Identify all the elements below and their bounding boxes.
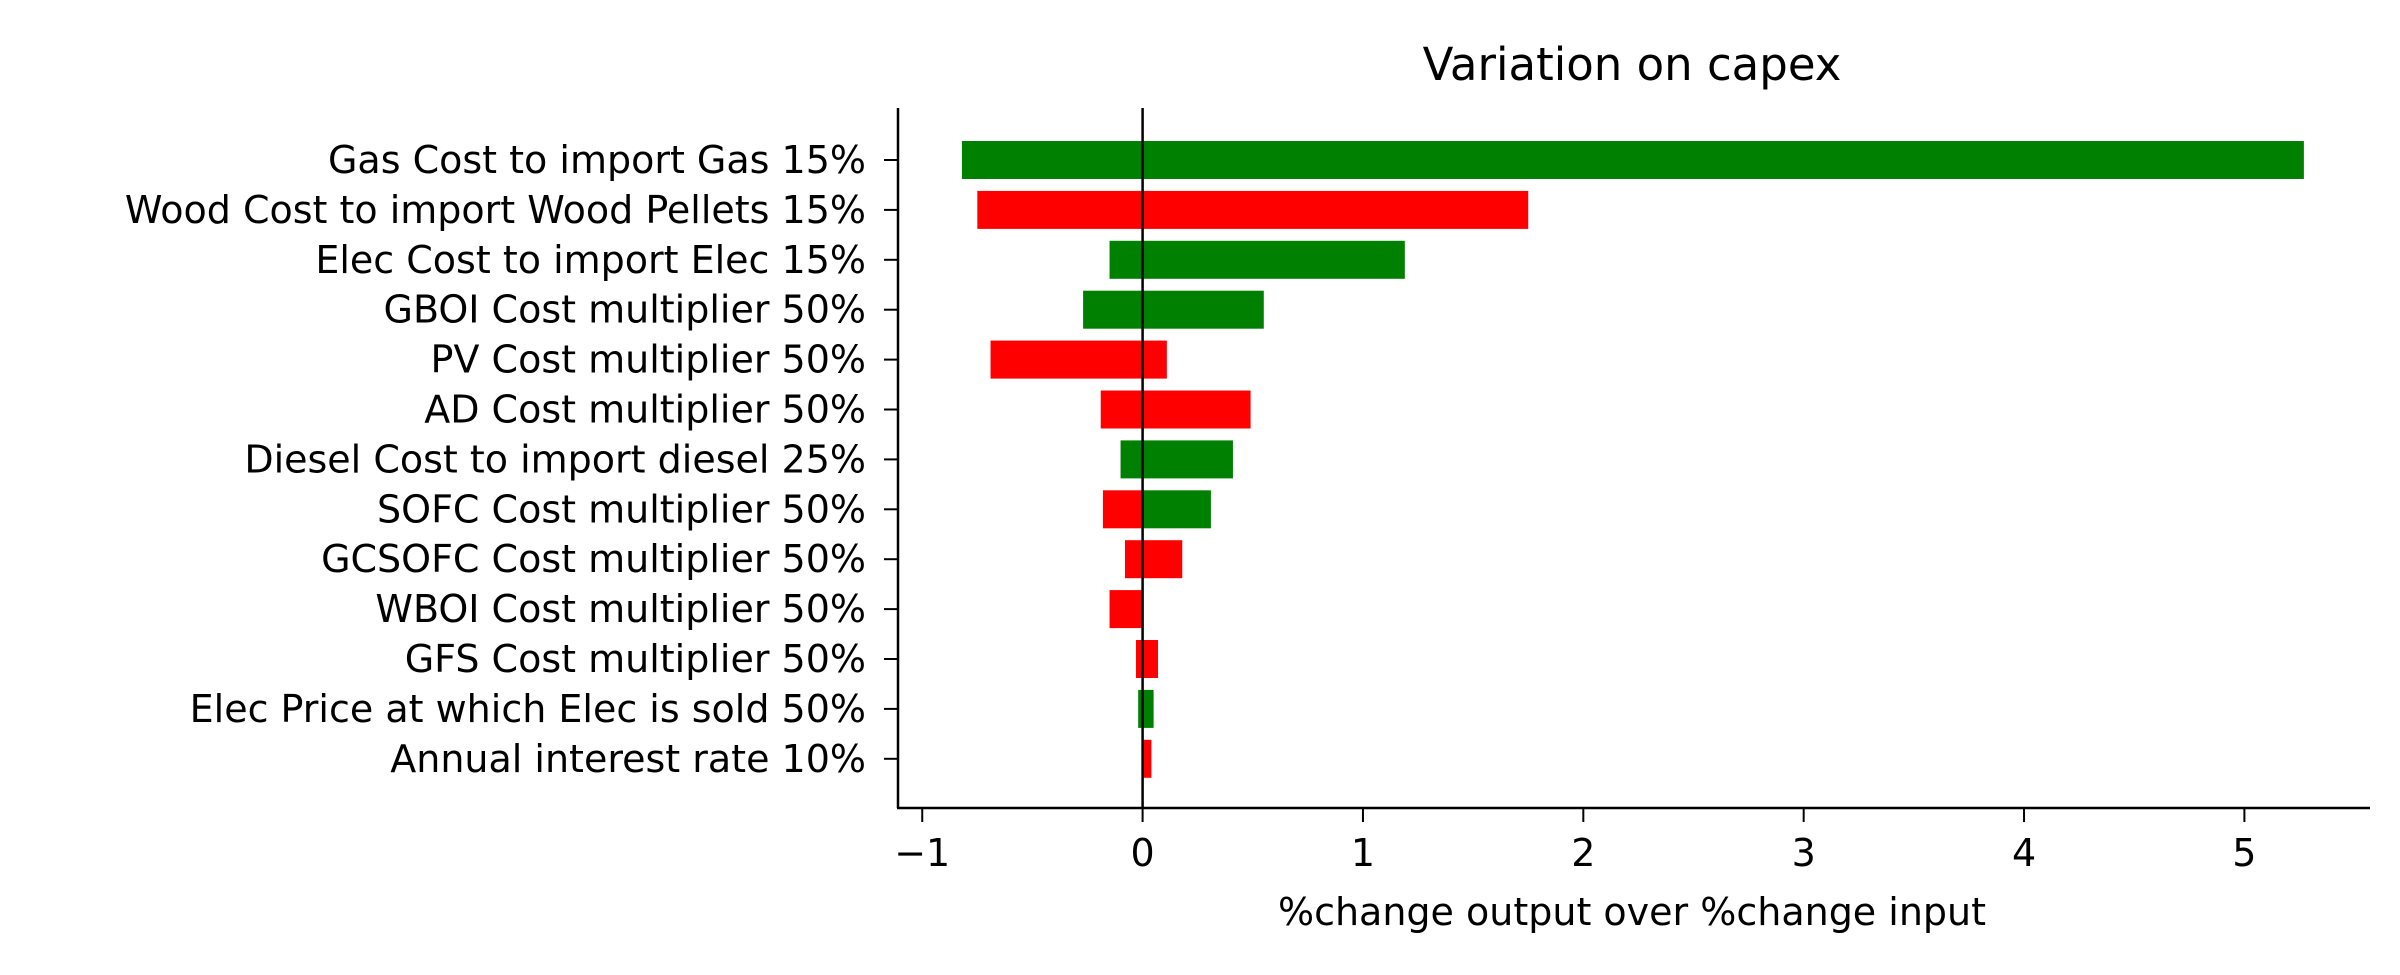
y-tick-label: WBOI Cost multiplier 50%	[375, 587, 866, 631]
y-tick-label: AD Cost multiplier 50%	[424, 388, 866, 432]
y-tick-label: PV Cost multiplier 50%	[431, 338, 866, 382]
x-ticks: −1 0 1 2 3 4 5	[894, 808, 2256, 875]
x-tick-label: 1	[1351, 831, 1375, 875]
bar-1-red	[977, 190, 1529, 229]
bar-8-red	[1124, 540, 1183, 579]
y-tick-label: Wood Cost to import Wood Pellets 15%	[125, 188, 866, 232]
y-tick-label: GBOI Cost multiplier 50%	[384, 288, 867, 332]
bar-7-green	[1142, 490, 1211, 529]
x-tick-label: 0	[1131, 831, 1155, 875]
y-tick-label: GCSOFC Cost multiplier 50%	[321, 537, 866, 581]
y-tick-labels: Gas Cost to import Gas 15% Wood Cost to i…	[125, 138, 898, 781]
y-tick-label: Diesel Cost to import diesel 25%	[244, 437, 866, 481]
bar-4-red	[990, 340, 1167, 379]
bar-0-green	[961, 141, 2304, 179]
bar-11-green	[1138, 689, 1154, 728]
y-tick-label: Elec Price at which Elec is sold 50%	[190, 687, 866, 731]
y-tick-label: Gas Cost to import Gas 15%	[328, 138, 866, 182]
bar-2-green	[1109, 240, 1405, 279]
x-axis-label: %change output over %change input	[1278, 890, 1986, 934]
y-tick-label: SOFC Cost multiplier 50%	[377, 487, 866, 531]
x-tick-label: 5	[2232, 831, 2256, 875]
y-tick-label: Elec Cost to import Elec 15%	[315, 238, 866, 282]
x-tick-label: 3	[1792, 831, 1816, 875]
chart-title: Variation on capex	[1423, 38, 1842, 91]
y-tick-label: Annual interest rate 10%	[390, 737, 866, 781]
bar-3-green	[1083, 290, 1264, 329]
bar-7-red	[1102, 490, 1143, 529]
y-tick-label: GFS Cost multiplier 50%	[405, 637, 866, 681]
bars-group	[961, 141, 2304, 778]
bar-12-red	[1142, 739, 1152, 778]
bar-5-red	[1100, 390, 1251, 429]
bar-6-green	[1120, 440, 1233, 479]
bar-9-red	[1109, 590, 1143, 629]
x-tick-label: 4	[2012, 831, 2036, 875]
bar-10-red	[1135, 640, 1159, 678]
x-tick-label: 2	[1571, 831, 1595, 875]
x-tick-label: −1	[894, 831, 950, 875]
